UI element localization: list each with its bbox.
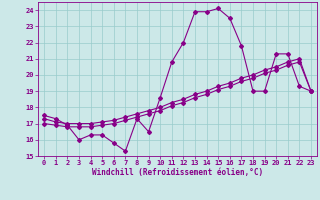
X-axis label: Windchill (Refroidissement éolien,°C): Windchill (Refroidissement éolien,°C)	[92, 168, 263, 177]
